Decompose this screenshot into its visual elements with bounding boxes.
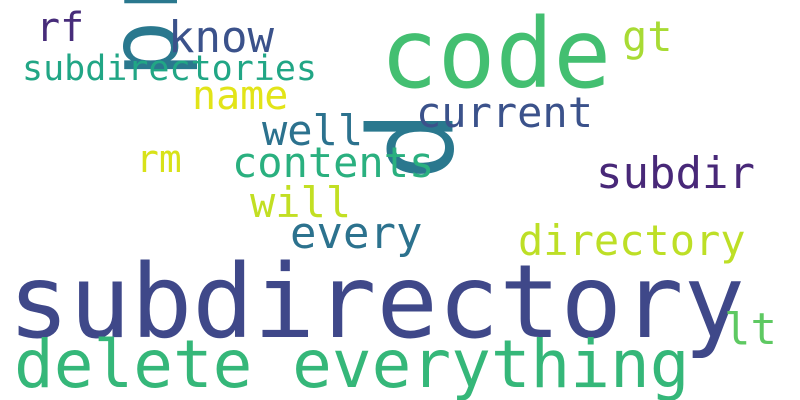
word-lt: lt <box>724 304 777 355</box>
word-will: will <box>250 178 352 227</box>
word-subdirectory: subdirectory <box>8 243 745 362</box>
word-rf: rf <box>36 5 85 51</box>
word-well: well <box>262 106 364 155</box>
word-gt: gt <box>622 12 673 61</box>
word-current: current <box>416 88 594 137</box>
word-delete-everything: delete everything <box>14 326 690 400</box>
word-code: code <box>380 0 612 110</box>
word-subdir: subdir <box>596 148 755 199</box>
word-know: know <box>168 12 274 63</box>
word-subdirectories: subdirectories <box>22 49 318 89</box>
word-directory: directory <box>518 216 746 265</box>
word-rm: rm <box>136 137 182 181</box>
word-name: name <box>192 73 289 119</box>
word-every: every <box>290 208 423 259</box>
word-contents: contents <box>232 138 435 187</box>
